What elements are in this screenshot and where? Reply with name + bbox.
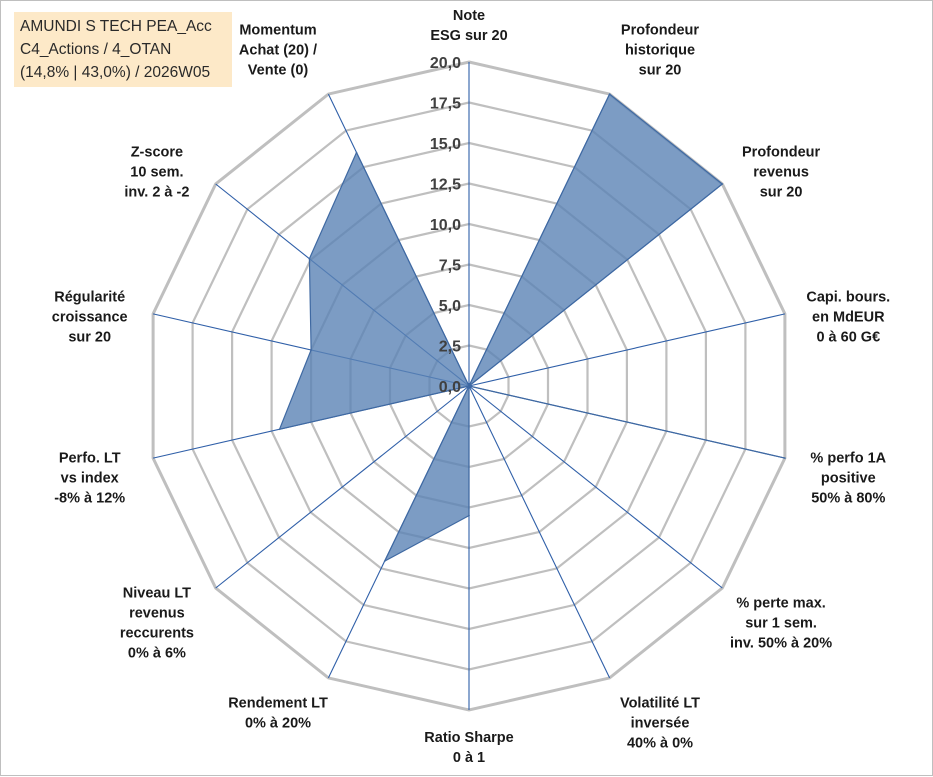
axis-spoke	[468, 385, 611, 679]
tick-label: 10,0	[430, 217, 461, 234]
tick-label: 2,5	[439, 339, 461, 356]
axis-label: Ratio Sharpe	[424, 730, 513, 746]
axis-label: Perfo. LT	[59, 451, 121, 467]
axis-spoke	[468, 385, 723, 589]
axis-spoke	[468, 313, 786, 387]
axis-label: ESG sur 20	[430, 28, 507, 44]
axis-label: inv. 50% à 20%	[730, 636, 832, 652]
data-point	[383, 560, 386, 562]
axis-label: -8% à 12%	[54, 491, 125, 507]
tick-label: 5,0	[439, 298, 461, 315]
data-point	[310, 349, 312, 351]
axis-label: % perte max.	[736, 596, 825, 612]
axis-label: Profondeur	[742, 144, 820, 160]
axis-label: sur 20	[639, 63, 682, 79]
axis-label: en MdEUR	[812, 309, 885, 325]
axis-label: Z-score	[131, 144, 183, 160]
axis-label: 0% à 20%	[245, 716, 311, 732]
tick-label: 20,0	[430, 55, 461, 72]
axis-label: Vente (0)	[248, 63, 309, 79]
data-point	[468, 514, 470, 517]
data-point	[278, 428, 281, 431]
axis-label: historique	[625, 43, 695, 59]
data-point	[355, 151, 358, 154]
title-line-stats: (14,8% | 43,0%) / 2026W05	[20, 64, 211, 81]
chart-title-box: AMUNDI S TECH PEA_Acc C4_Actions / 4_OTA…	[14, 12, 232, 87]
axis-label: sur 20	[68, 329, 111, 345]
axis-label: revenus	[129, 606, 185, 622]
axis-label: revenus	[753, 164, 809, 180]
axis-label: 50% à 80%	[811, 491, 885, 507]
axis-label: 0% à 6%	[128, 646, 186, 662]
data-point	[608, 93, 611, 95]
data-point	[784, 457, 786, 459]
axis-label: Régularité	[54, 289, 125, 305]
axis-label: sur 1 sem.	[745, 616, 817, 632]
axis-label: Rendement LT	[228, 696, 328, 712]
axis-label: croissance	[52, 309, 128, 325]
axis-label: Note	[453, 8, 485, 24]
tick-label: 12,5	[430, 177, 461, 194]
axis-spoke	[215, 385, 470, 589]
axis-label: 0 à 1	[453, 750, 485, 766]
axis-label: Achat (20) /	[239, 43, 317, 59]
title-line-fund: AMUNDI S TECH PEA_Acc	[20, 18, 212, 35]
axis-label: inversée	[631, 716, 690, 732]
axis-label: reccurents	[120, 626, 194, 642]
axis-label: Volatilité LT	[620, 696, 700, 712]
axis-label: vs index	[61, 471, 119, 487]
axis-label: 40% à 0%	[627, 736, 693, 752]
axis-label: 0 à 60 G€	[816, 329, 880, 345]
axis-label: Profondeur	[621, 23, 699, 39]
axis-label: % perfo 1A	[810, 451, 886, 467]
title-line-category: C4_Actions / 4_OTAN	[20, 41, 172, 58]
tick-label: 17,5	[430, 96, 461, 113]
data-point	[308, 257, 311, 260]
tick-label: 15,0	[430, 136, 461, 153]
tick-label: 7,5	[439, 258, 461, 275]
axis-label: sur 20	[760, 184, 803, 200]
axis-label: Niveau LT	[123, 586, 191, 602]
data-point	[721, 183, 724, 185]
tick-label: 0,0	[439, 379, 461, 396]
axis-label: inv. 2 à -2	[124, 184, 189, 200]
axis-label: 10 sem.	[130, 164, 183, 180]
axis-label: Momentum	[239, 23, 316, 39]
data-series-area	[278, 93, 786, 562]
axis-label: Capi. bours.	[806, 289, 890, 305]
axis-label: positive	[821, 471, 876, 487]
data-point	[468, 385, 470, 387]
